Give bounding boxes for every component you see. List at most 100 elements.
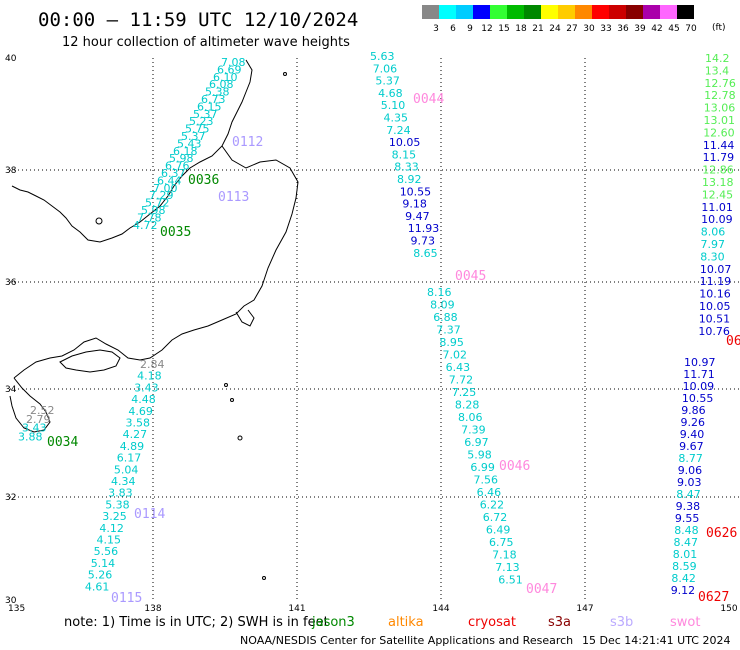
wave-height-value: 9.26 [681, 416, 706, 429]
wave-height-value: 9.86 [681, 404, 706, 417]
wave-height-value: 4.34 [111, 475, 136, 488]
wave-height-value: 4.68 [378, 87, 403, 100]
legend-swatch [473, 5, 490, 19]
wave-height-value: 8.42 [671, 572, 696, 585]
wave-height-value: 6.51 [498, 574, 523, 587]
satellite-legend-item: cryosat [468, 615, 516, 630]
wave-height-value: 9.06 [678, 464, 703, 477]
wave-height-value: 13.01 [704, 114, 736, 127]
legend-swatch [422, 5, 439, 19]
legend-tick-label: 3 [433, 24, 439, 34]
wave-height-value: 7.08 [221, 56, 246, 69]
wave-height-value: 4.61 [85, 580, 110, 593]
wave-height-value: 5.38 [205, 86, 230, 99]
pass-label: 0626 [706, 526, 737, 541]
wave-height-value: 7.29 [149, 189, 174, 202]
island-shape [95, 217, 103, 225]
legend-swatch [677, 5, 694, 19]
wave-height-value: 12.45 [702, 188, 734, 201]
wave-height-value: 11.93 [408, 222, 440, 235]
pass-label: 0034 [47, 435, 78, 450]
wave-height-value: 3.88 [18, 430, 43, 443]
footer-note: note: 1) Time is in UTC; 2) SWH is in fe… [64, 615, 329, 630]
satellite-legend-item: altika [388, 615, 424, 630]
wave-height-value: 3.43 [22, 422, 47, 435]
legend-tick-label: 42 [651, 24, 662, 34]
wave-height-value: 8.06 [701, 226, 726, 239]
coastline [11, 59, 253, 243]
longitude-tick-label: 150 [720, 604, 737, 614]
wave-height-value: 7.00 [153, 182, 178, 195]
wave-height-value: 7.18 [492, 549, 516, 562]
wave-height-value: 6.75 [489, 536, 514, 549]
wave-height-value: 5.10 [381, 99, 406, 112]
legend-swatch [439, 5, 456, 19]
wave-height-value: 5.04 [114, 463, 138, 476]
wave-height-value: 7.24 [386, 124, 411, 137]
longitude-tick-label: 144 [432, 604, 449, 614]
wave-height-value: 4.48 [131, 393, 156, 406]
wave-height-value: 8.01 [673, 548, 698, 561]
page-subtitle: 12 hour collection of altimeter wave hei… [62, 35, 350, 50]
wave-height-value: 5.37 [193, 108, 218, 121]
island-shape [224, 383, 228, 387]
wave-height-value: 9.47 [405, 210, 430, 223]
legend-tick-label: 70 [685, 24, 697, 34]
legend-tick-label: 36 [617, 24, 629, 34]
wave-height-value: 11.71 [683, 368, 715, 381]
wave-height-value: 5.37 [181, 130, 206, 143]
legend-swatch [490, 5, 507, 19]
pass-label: 06 [726, 334, 740, 349]
wave-height-value: 6.44 [157, 174, 182, 187]
wave-height-value: 10.97 [684, 356, 716, 369]
wave-height-value: 10.05 [389, 136, 421, 149]
wave-height-value: 8.47 [674, 536, 699, 549]
pass-label: 0114 [134, 507, 165, 522]
pass-label: 0045 [455, 269, 486, 284]
wave-height-value: 8.28 [455, 399, 480, 412]
wave-height-value: 2.79 [26, 413, 51, 426]
wave-height-value: 6.08 [209, 78, 234, 91]
wave-height-value: 7.37 [436, 324, 461, 337]
legend-swatch [643, 5, 660, 19]
pass-label: 0044 [413, 92, 444, 107]
wave-height-value: 5.37 [375, 75, 400, 88]
coastline-north-bay [235, 309, 255, 327]
wave-height-value: 9.18 [402, 198, 427, 211]
longitude-tick-label: 141 [288, 604, 305, 614]
legend-tick-label: 18 [515, 24, 527, 34]
wave-height-value: 12.60 [703, 126, 735, 139]
coastline-shikoku [59, 349, 121, 373]
legend-tick-label: 39 [634, 24, 646, 34]
wave-height-value: 9.12 [671, 584, 696, 597]
wave-height-value: 5.14 [91, 557, 116, 570]
legend-swatch [660, 5, 677, 19]
latitude-tick-label: 38 [5, 166, 17, 176]
wave-height-value: 9.73 [411, 235, 436, 248]
wave-height-value: 4.89 [120, 440, 145, 453]
pass-label: 0046 [499, 459, 530, 474]
wave-height-value: 7.13 [495, 561, 520, 574]
color-legend: 3 6 9 12 15 18 21 24 27 30 33 36 39 42 45 70 [422, 5, 697, 34]
wave-height-value: 6.15 [197, 100, 222, 113]
pass-label: 0047 [526, 582, 557, 597]
wave-height-value: 8.77 [678, 452, 703, 465]
wave-height-value: 5.72 [145, 197, 170, 210]
wave-height-value: 13.18 [702, 176, 734, 189]
longitude-tick-label: 147 [576, 604, 593, 614]
wave-height-value: 8.33 [394, 161, 419, 174]
legend-swatch [609, 5, 626, 19]
wave-height-value: 3.83 [108, 487, 133, 500]
wave-height-value: 9.03 [677, 476, 702, 489]
island-shape [230, 398, 234, 402]
wave-height-value: 8.06 [458, 411, 483, 424]
wave-height-value: 13.06 [704, 102, 736, 115]
wave-height-value: 4.18 [137, 370, 162, 383]
wave-height-value: 8.30 [700, 250, 725, 263]
satellite-legend-item: s3a [548, 615, 571, 630]
wave-height-value: 11.79 [703, 151, 735, 164]
legend-swatch [575, 5, 592, 19]
wave-height-value: 3.43 [134, 381, 159, 394]
wave-height-value: 9.38 [676, 500, 701, 513]
